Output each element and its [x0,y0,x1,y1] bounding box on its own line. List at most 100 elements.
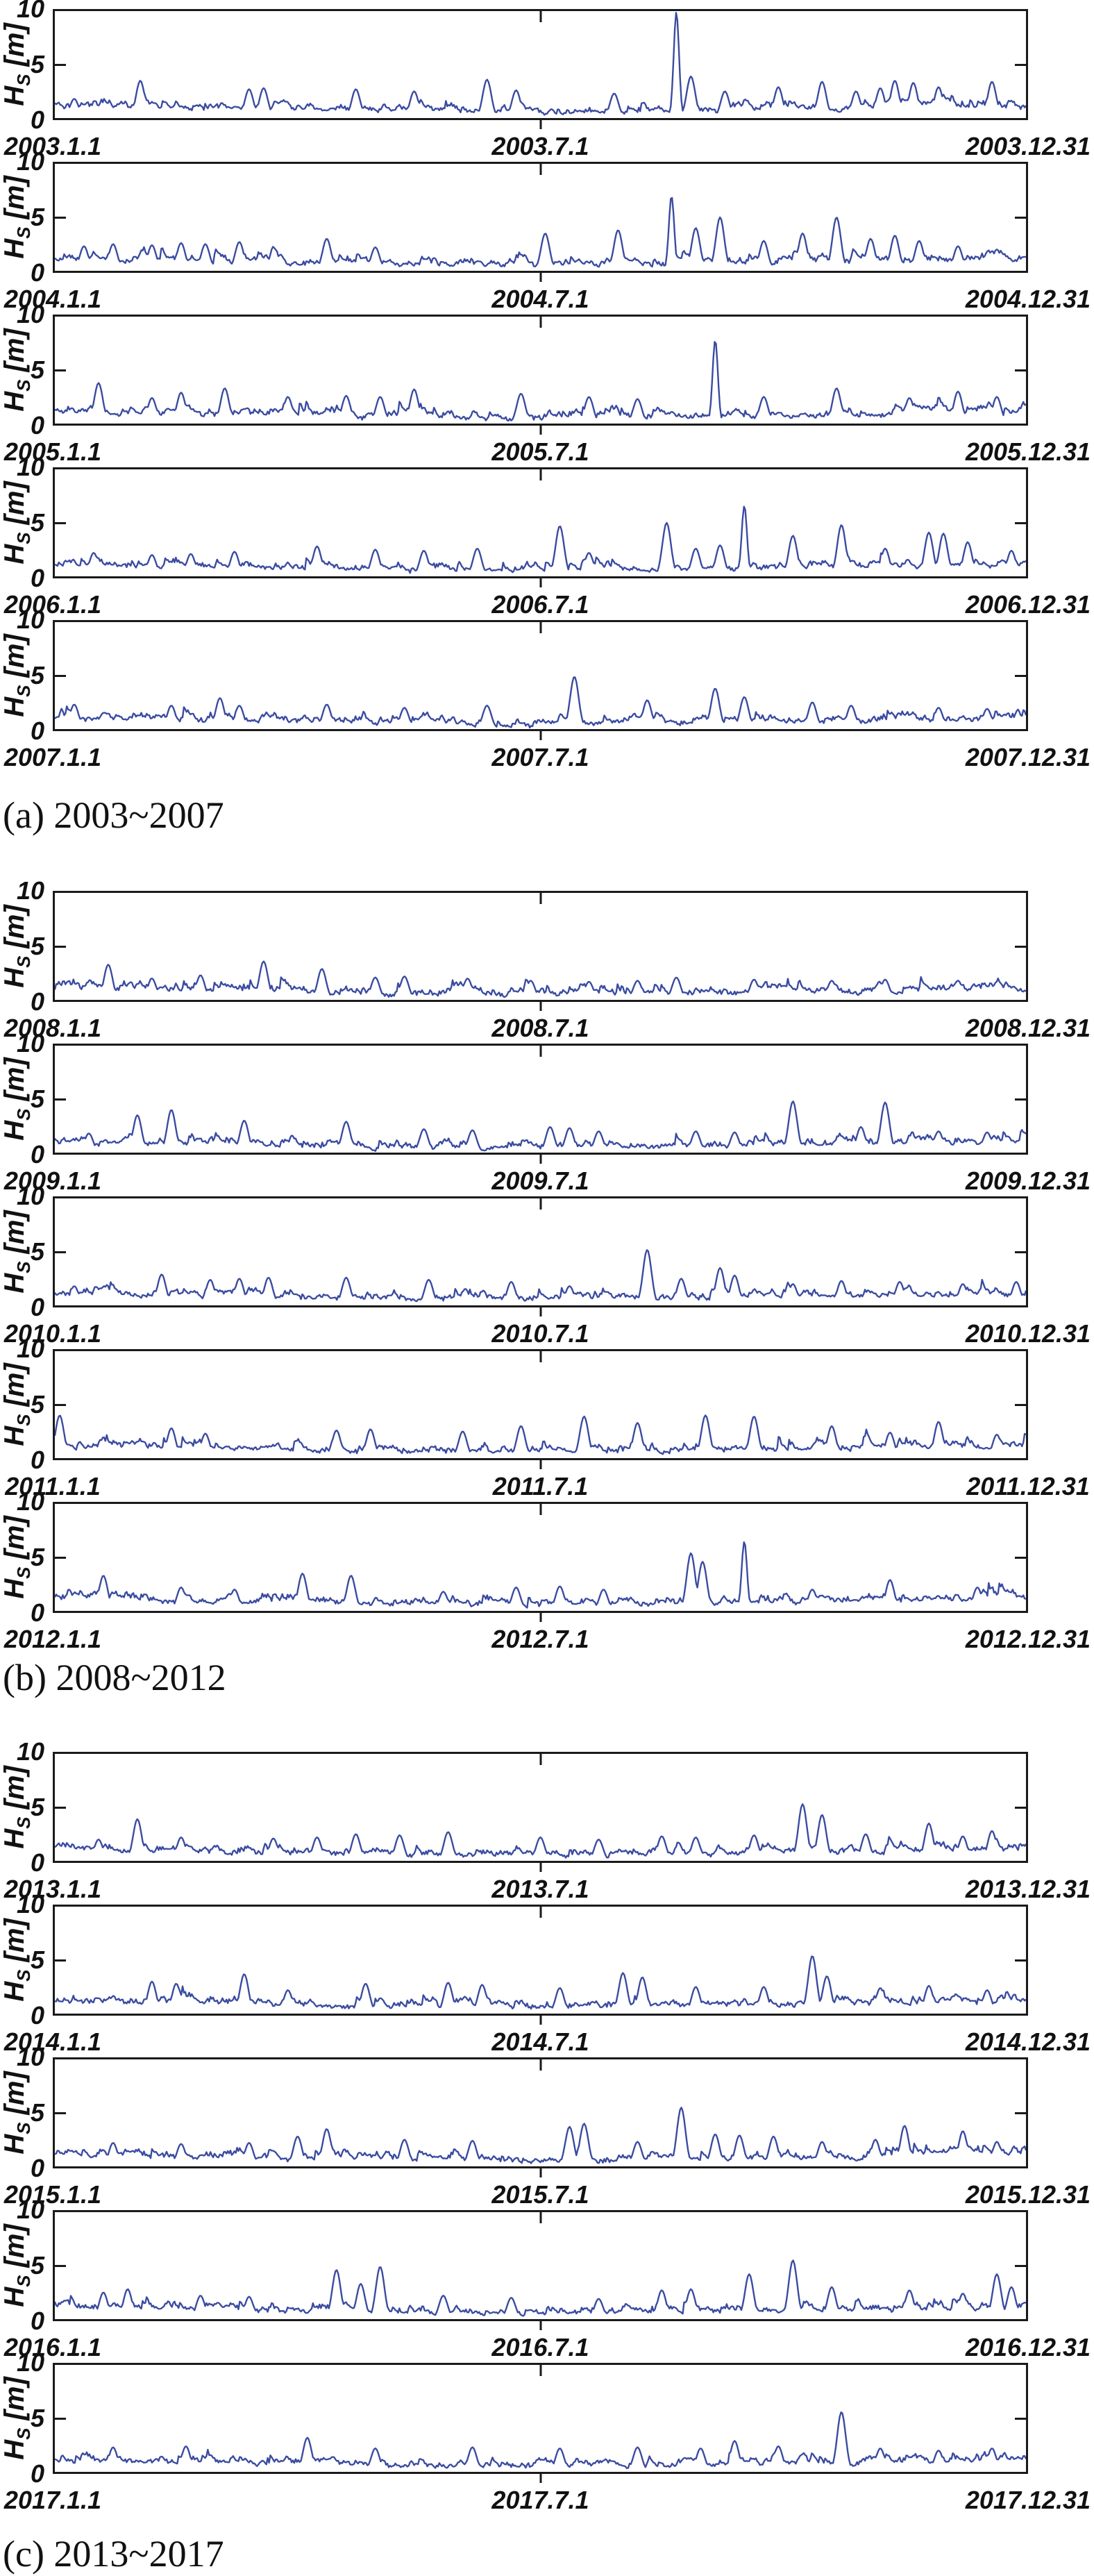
wave-height-line-2006 [55,505,1026,574]
x-tick-mark-bottom [539,272,541,282]
x-tick-mark-bottom [539,2320,541,2330]
x-tick-label: 2009.12.31 [965,1166,1091,1195]
y-tick-label: 5 [30,2098,44,2127]
y-tick-mark-right [1015,675,1026,677]
y-tick-label: 5 [30,2404,44,2432]
plot-area-2013 [53,1752,1028,1872]
x-tick-label: 2007.1.1 [3,743,102,771]
x-tick-label: 2008.12.31 [965,1014,1091,1042]
x-tick-label: 2003.1.1 [3,132,102,160]
y-tick-label: 0 [30,717,44,745]
x-tick-mark-top [539,2059,541,2071]
y-tick-label: 0 [30,258,44,287]
data-series-2012 [55,1541,1026,1609]
y-tick-label: 0 [30,2307,44,2335]
x-tick-label: 2011.12.31 [966,1472,1090,1500]
y-tick-label: 10 [16,300,44,328]
y-tick-label: 0 [30,987,44,1016]
x-tick-mark-bottom [539,2015,541,2025]
plot-area-2004 [53,162,1028,282]
x-tick-label: 2006.12.31 [965,590,1091,619]
y-tick-mark-left [55,2265,66,2267]
x-tick-label: 2013.12.31 [965,1875,1091,1903]
x-tick-mark-top [539,1198,541,1210]
ylabel-base: H [0,1273,30,1294]
x-tick-mark-top [539,317,541,328]
plot-area-2008 [53,891,1028,1011]
wave-height-line-2015 [55,2107,1026,2164]
x-tick-mark-top [539,1907,541,1918]
data-series-2006 [55,505,1026,574]
wave-height-line-2008 [55,960,1026,998]
x-tick-label: 2015.12.31 [965,2180,1091,2209]
y-tick-label: 10 [16,2043,44,2071]
panel-caption-c: (c) 2013~2017 [3,2533,224,2575]
y-tick-mark-right [1015,1959,1026,1962]
y-tick-mark-right [1015,2418,1026,2420]
x-tick-mark-top [539,1351,541,1362]
x-tick-mark-top [539,469,541,480]
x-tick-mark-bottom [539,2473,541,2483]
data-series-2004 [55,196,1026,268]
x-tick-label: 2010.7.1 [491,1319,589,1348]
subplot-2014: HS [m] 10 5 0 2014.1.1 2014.7.1 2014.12.31 [0,1890,1094,2057]
y-tick-mark-left [55,2418,66,2420]
plot-area-2005 [53,315,1028,435]
y-tick-label: 0 [30,1848,44,1877]
subplot-2011: HS [m] 10 5 0 2011.1.1 2011.7.1 2011.12.31 [0,1335,1094,1502]
plot-area-2010 [53,1196,1028,1316]
data-series-2009 [55,1101,1026,1153]
x-tick-mark-bottom [539,578,541,587]
panel-caption-b: (b) 2008~2012 [3,1657,226,1698]
y-tick-label: 10 [16,1487,44,1516]
x-tick-label: 2016.12.31 [965,2333,1091,2361]
y-tick-label: 10 [16,0,44,23]
x-tick-label: 2014.1.1 [3,2027,102,2056]
panel-caption-a: (a) 2003~2007 [3,794,224,836]
wave-height-line-2010 [55,1249,1026,1303]
y-tick-label: 5 [30,1543,44,1571]
x-tick-label: 2009.1.1 [3,1166,102,1195]
x-tick-label: 2012.1.1 [3,1625,102,1653]
x-tick-label: 2009.7.1 [491,1166,589,1195]
y-tick-label: 5 [30,1793,44,1821]
y-tick-label: 10 [16,1029,44,1057]
x-tick-mark-bottom [539,1612,541,1622]
x-tick-mark-top [539,1046,541,1057]
x-tick-label: 2007.7.1 [491,743,589,771]
x-tick-label: 2005.1.1 [3,437,102,466]
x-tick-mark-top [539,1754,541,1765]
y-tick-label: 0 [30,1446,44,1474]
x-tick-label: 2003.12.31 [965,132,1091,160]
data-series-2016 [55,2259,1026,2317]
y-tick-mark-left [55,217,66,219]
x-tick-label: 2006.1.1 [3,590,102,619]
x-tick-mark-bottom [539,1001,541,1011]
y-tick-label: 10 [16,1737,44,1766]
y-tick-label: 10 [16,605,44,634]
y-tick-mark-left [55,1557,66,1559]
data-series-2003 [55,12,1026,116]
x-tick-mark-top [539,2365,541,2376]
x-tick-label: 2008.7.1 [491,1014,589,1042]
subplot-2007: HS [m] 10 5 0 2007.1.1 2007.7.1 2007.12.31 [0,605,1094,773]
y-tick-mark-left [55,1251,66,1253]
y-tick-label: 0 [30,411,44,440]
y-tick-label: 5 [30,50,44,78]
data-series-2010 [55,1249,1026,1303]
y-tick-label: 10 [16,2196,44,2224]
ylabel-base: H [0,2134,30,2155]
plot-area-2006 [53,467,1028,587]
x-tick-mark-bottom [539,119,541,129]
y-tick-label: 0 [30,564,44,592]
ylabel-base: H [0,85,30,106]
subplot-2013: HS [m] 10 5 0 2013.1.1 2013.7.1 2013.12.31 [0,1737,1094,1905]
y-tick-label: 10 [16,147,44,176]
subplot-2003: HS [m] 10 5 0 2003.1.1 2003.7.1 2003.12.31 [0,0,1094,162]
wave-height-line-2005 [55,341,1026,422]
x-tick-mark-bottom [539,2168,541,2177]
x-tick-label: 2015.7.1 [491,2180,589,2209]
plot-area-2017 [53,2363,1028,2483]
y-tick-label: 5 [30,1946,44,1974]
y-tick-label: 5 [30,203,44,231]
